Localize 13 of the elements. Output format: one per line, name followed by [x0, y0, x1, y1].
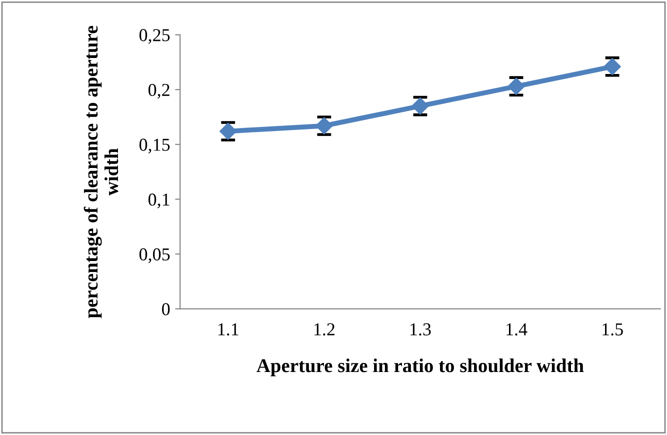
- x-axis-title: Aperture size in ratio to shoulder width: [256, 358, 584, 376]
- x-tick-label: 1.3: [410, 323, 431, 336]
- y-tick-label: 0,25: [139, 29, 170, 44]
- y-tick-label: 0,15: [139, 138, 170, 154]
- y-axis-title: percentage of clearance to aperture width: [84, 26, 118, 318]
- y-tick-label: 0,1: [148, 193, 170, 208]
- x-tick-label: 1.1: [218, 323, 238, 336]
- y-tick-label: 0: [162, 303, 170, 316]
- x-tick-label: 1.5: [602, 323, 623, 336]
- x-tick-label: 1.2: [314, 323, 334, 336]
- y-tick-label: 0,2: [148, 84, 170, 99]
- y-tick-label: 0,05: [139, 248, 170, 264]
- x-tick-label: 1.4: [506, 323, 528, 336]
